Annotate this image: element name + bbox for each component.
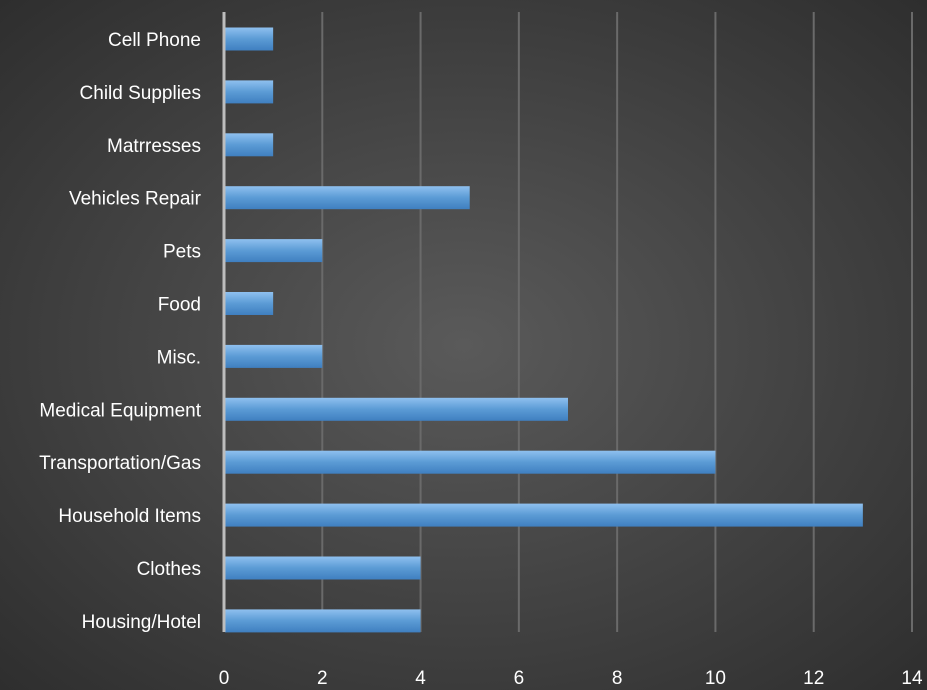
- x-tick-label: 14: [901, 668, 923, 689]
- category-label: Matrresses: [107, 136, 201, 157]
- bar: [225, 80, 274, 104]
- category-label: Household Items: [58, 506, 201, 527]
- bar: [225, 609, 421, 633]
- bar: [225, 344, 323, 368]
- category-label: Pets: [163, 242, 201, 263]
- x-tick-labels: 0 2 4 6 8 10 12 14: [219, 668, 923, 689]
- bar: [225, 292, 274, 315]
- bar: [225, 503, 863, 527]
- x-tick-label: 2: [317, 668, 328, 689]
- bar: [225, 27, 274, 51]
- x-tick-label: 8: [612, 668, 623, 689]
- x-tick-label: 0: [219, 668, 230, 689]
- category-label: Medical Equipment: [39, 400, 201, 421]
- bar: [225, 133, 274, 157]
- x-tick-label: 4: [415, 668, 426, 689]
- bar: [225, 556, 421, 580]
- category-label: Vehicles Repair: [69, 189, 202, 210]
- bar: [225, 239, 323, 263]
- category-label: Clothes: [137, 559, 201, 580]
- x-tick-label: 10: [705, 668, 726, 689]
- category-label: Child Supplies: [80, 83, 201, 104]
- category-label: Housing/Hotel: [82, 612, 201, 633]
- category-label: Transportation/Gas: [39, 453, 201, 474]
- bar: [225, 450, 716, 474]
- bar: [225, 397, 568, 421]
- category-label: Food: [158, 295, 201, 316]
- x-tick-label: 12: [803, 668, 824, 689]
- category-labels: Housing/Hotel Clothes Household Items Trans…: [39, 30, 202, 633]
- category-label: Cell Phone: [108, 30, 201, 51]
- bars: [225, 27, 863, 633]
- category-label: Misc.: [157, 347, 201, 368]
- gridlines: [321, 12, 913, 632]
- x-tick-label: 6: [514, 668, 525, 689]
- bar: [225, 186, 470, 210]
